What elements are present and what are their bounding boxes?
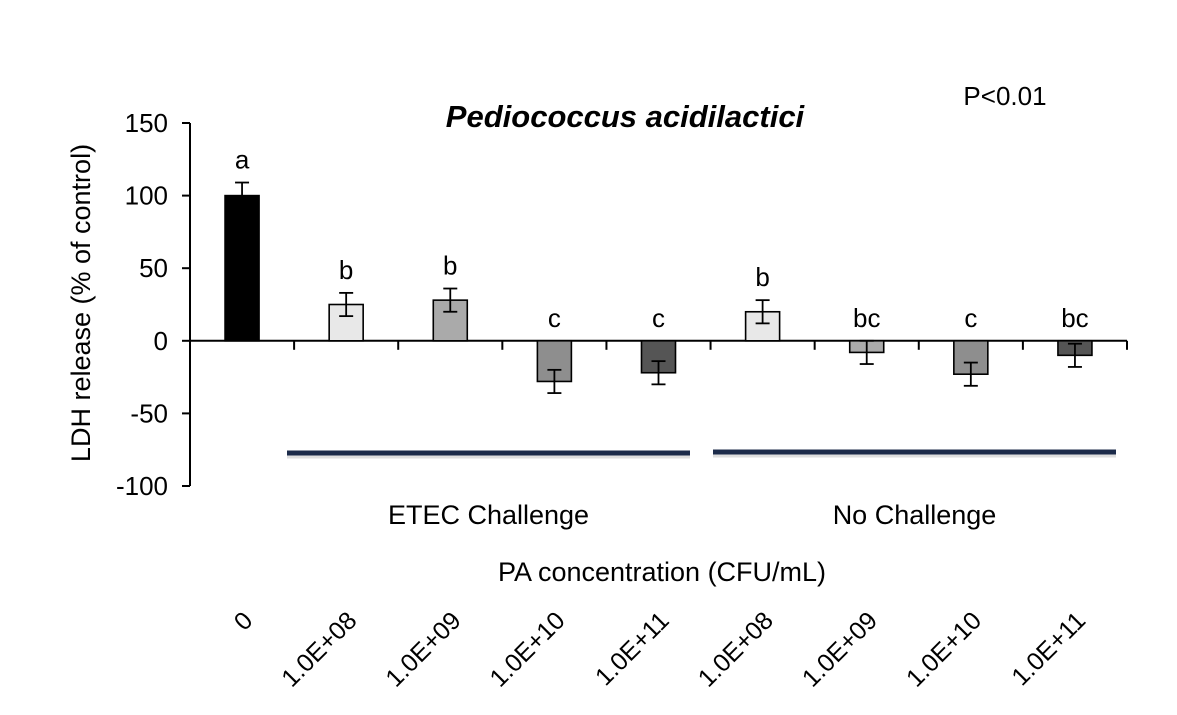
chart-title: Pediococcus acidilactici: [446, 99, 806, 134]
significance-letter: c: [548, 303, 561, 333]
y-tick-label: 150: [125, 108, 168, 138]
x-tick-label: 1.0E+09: [797, 606, 883, 692]
x-tick-label: 1.0E+08: [276, 606, 362, 692]
y-tick-label: 50: [139, 253, 168, 283]
bar: [224, 194, 260, 342]
x-axis-label: PA concentration (CFU/mL): [498, 557, 826, 587]
significance-letter: c: [652, 303, 665, 333]
x-tick-label: 0: [229, 606, 259, 636]
p-value-annotation: P<0.01: [963, 81, 1046, 111]
group-label: No Challenge: [833, 500, 997, 530]
y-axis-label: LDH release (% of control): [66, 144, 96, 462]
x-tick-label: 1.0E+09: [380, 606, 466, 692]
x-tick-label: 1.0E+11: [590, 606, 675, 691]
significance-letter: bc: [853, 303, 880, 333]
significance-letter: a: [235, 145, 250, 175]
y-tick-label: 100: [125, 181, 168, 211]
y-tick-label: 0: [154, 326, 168, 356]
significance-letter: c: [964, 303, 977, 333]
x-tick-label: 1.0E+10: [901, 606, 987, 692]
significance-letter: b: [443, 251, 457, 281]
significance-letter: b: [755, 262, 769, 292]
group-label: ETEC Challenge: [388, 500, 589, 530]
x-tick-label: 1.0E+11: [1006, 606, 1091, 691]
significance-letter: b: [339, 255, 353, 285]
y-tick-label: -100: [116, 471, 168, 501]
y-tick-label: -50: [130, 398, 168, 428]
x-tick-label: 1.0E+08: [693, 606, 779, 692]
significance-letter: bc: [1061, 303, 1088, 333]
x-tick-label: 1.0E+10: [484, 606, 570, 692]
